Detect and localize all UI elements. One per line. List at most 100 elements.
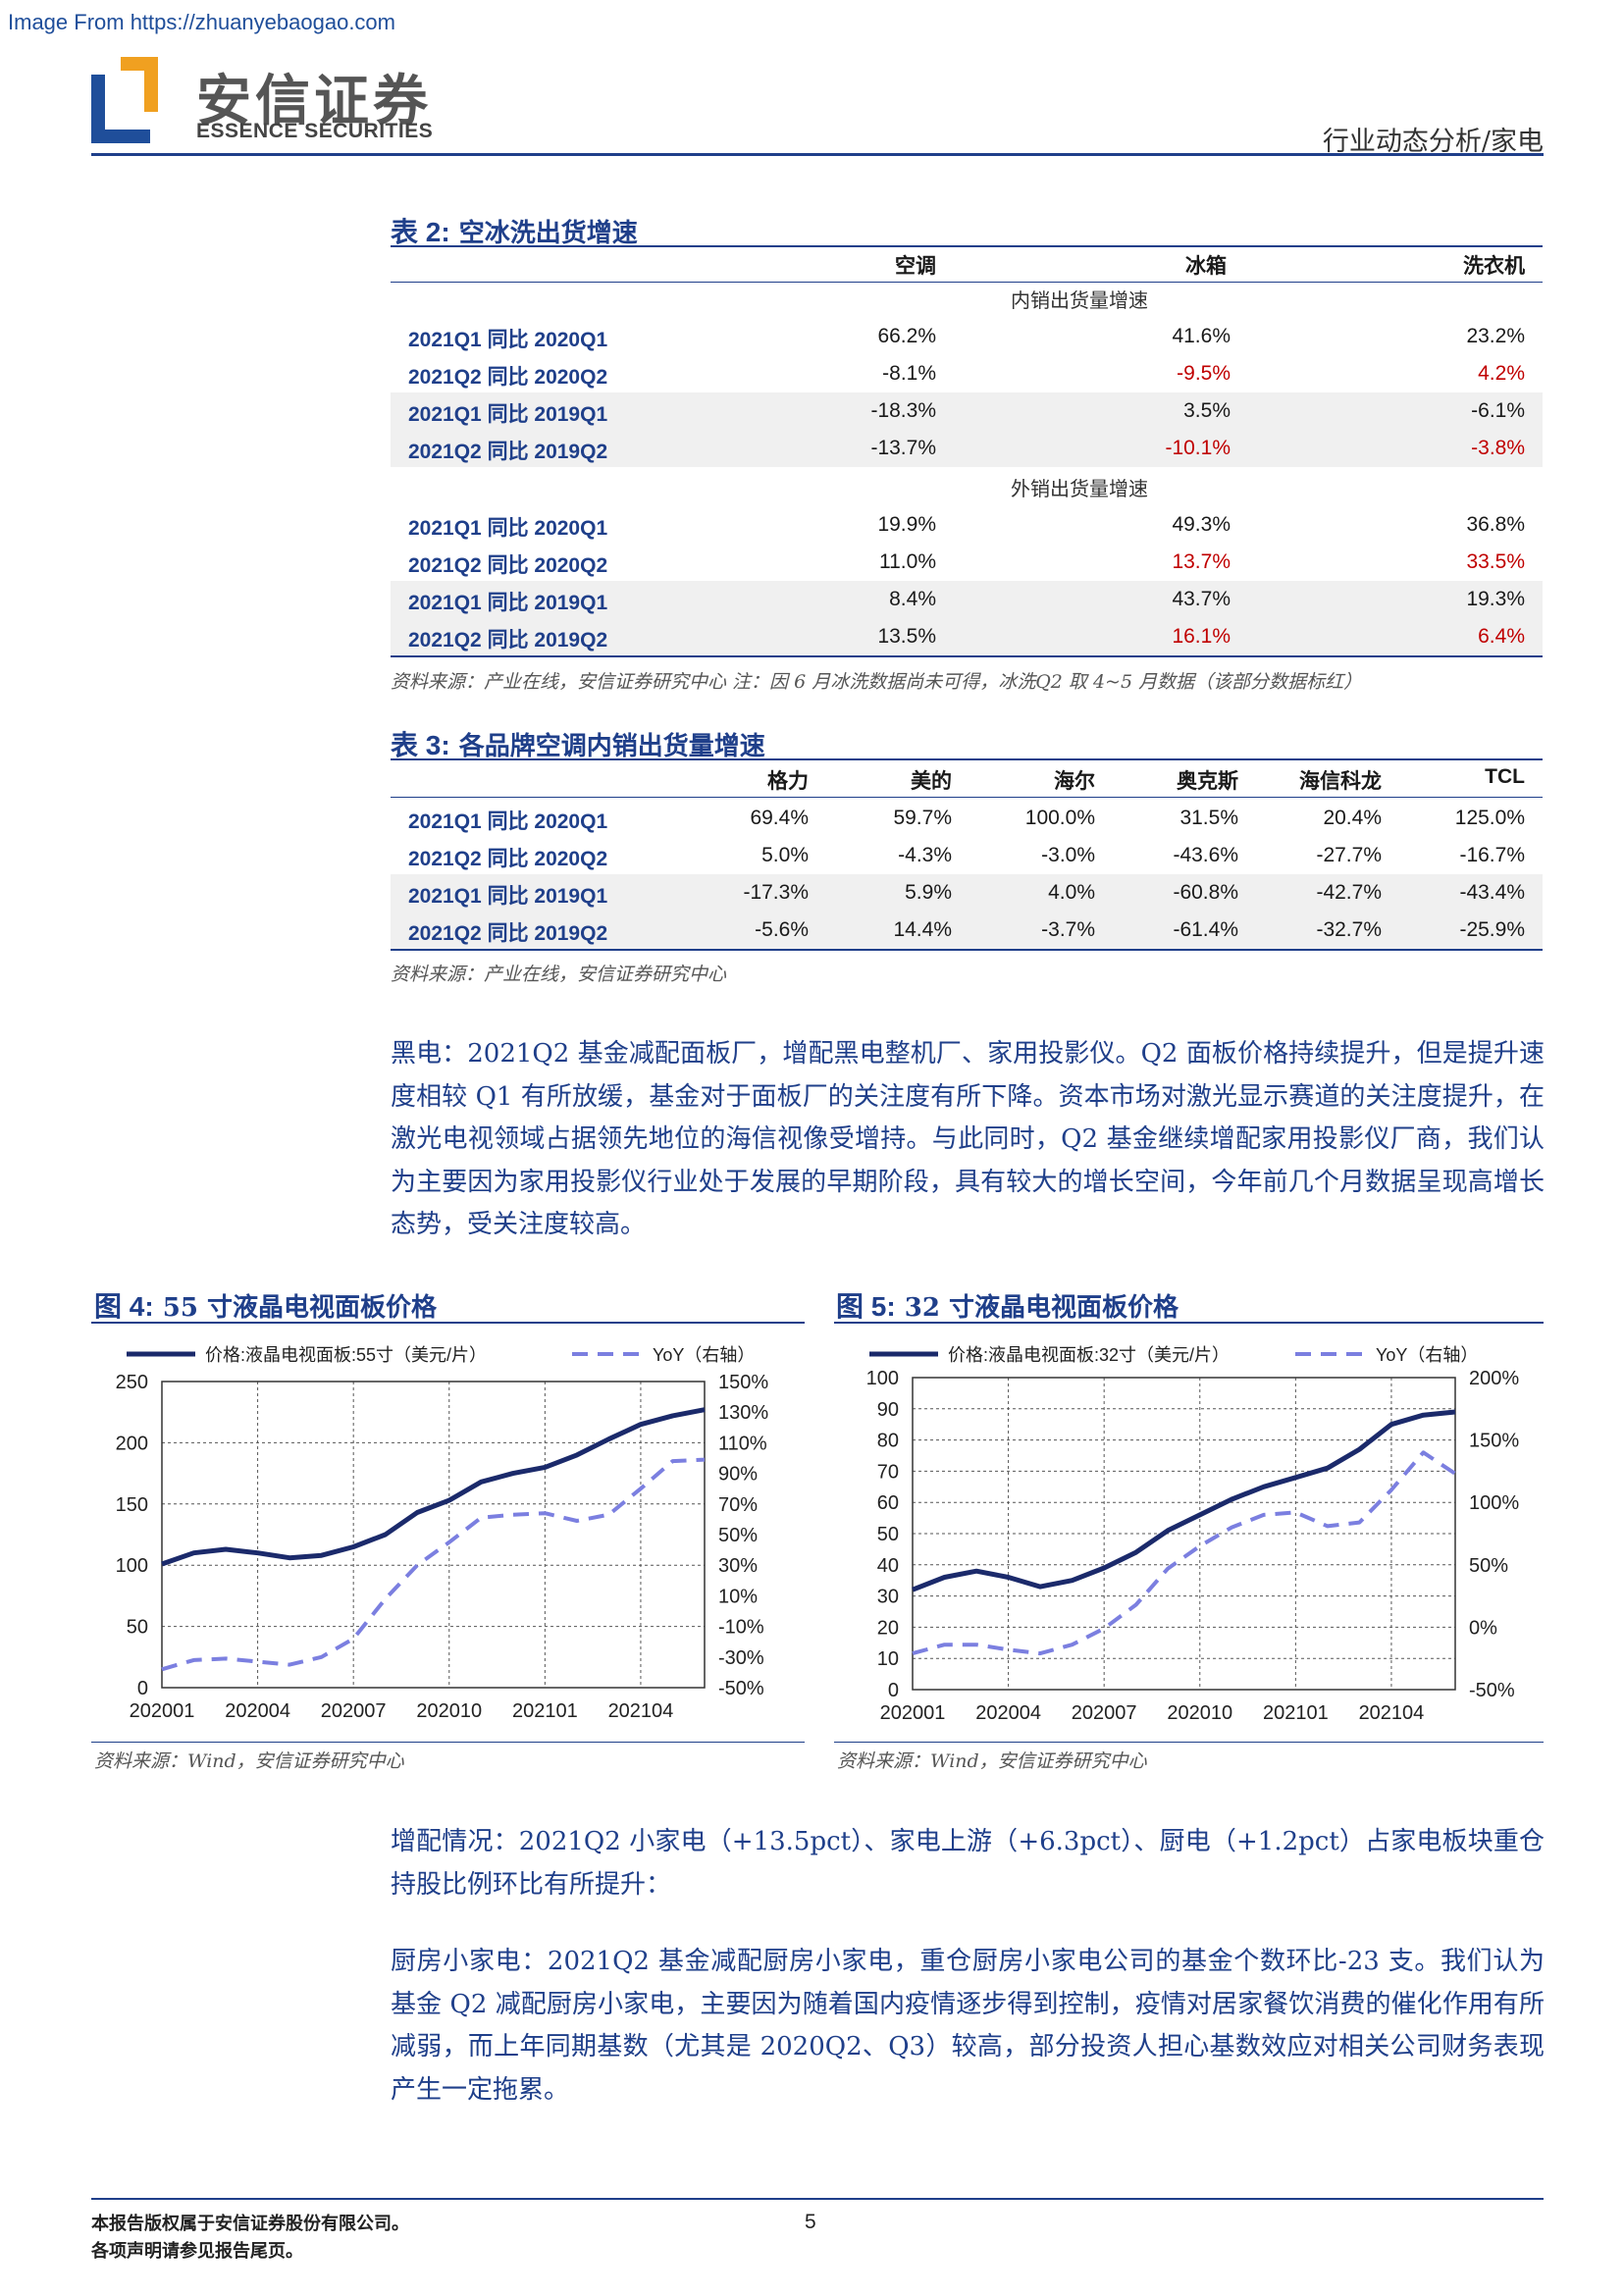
- legend-label-yoy: YoY（右轴）: [653, 1345, 755, 1365]
- y-tick-label: 50: [127, 1617, 148, 1639]
- cell-value: -4.3%: [898, 844, 952, 866]
- cell-value: 5.9%: [905, 881, 952, 904]
- y2-tick-label: 30%: [718, 1555, 758, 1577]
- table3-label: 表 3:: [391, 730, 450, 760]
- source-watermark: Image From https://zhuanyebaogao.com: [8, 10, 395, 34]
- y2-tick-label: 50%: [1469, 1555, 1508, 1577]
- cell-value: -3.0%: [1041, 844, 1095, 866]
- y-tick-label: 70: [877, 1461, 899, 1483]
- figure5-label: 图 5:: [836, 1291, 896, 1322]
- table-row: 2021Q1 同比 2020Q1 69.4% 59.7% 100.0% 31.5…: [391, 800, 1543, 837]
- table2-section-export: 外销出货量增速: [1011, 477, 1148, 500]
- table2-header-rule: [391, 282, 1543, 283]
- y-tick-label: 0: [888, 1680, 899, 1701]
- legend-label-price: 价格:液晶电视面板:55寸（美元/片）: [205, 1345, 487, 1365]
- row-label: 2021Q1 同比 2019Q1: [408, 592, 608, 614]
- cell-value: 36.8%: [1466, 513, 1525, 536]
- cell-value: 23.2%: [1466, 325, 1525, 347]
- y-tick-label: 50: [877, 1524, 899, 1545]
- figure4-title-text: 55 寸液晶电视面板价格: [162, 1293, 437, 1323]
- legend-label-price: 价格:液晶电视面板:32寸（美元/片）: [948, 1345, 1230, 1365]
- y2-tick-label: 200%: [1469, 1368, 1519, 1389]
- y-tick-label: 60: [877, 1492, 899, 1514]
- figure4-title: 图 4: 55 寸液晶电视面板价格: [94, 1285, 437, 1325]
- figure5-title-text: 32 寸液晶电视面板价格: [904, 1293, 1179, 1323]
- cell-value: 8.4%: [889, 588, 936, 610]
- table2-col-ac: 空调: [895, 253, 936, 278]
- chart-32inch-panel-price: 0 10 20 30 40 50 60 70 80 90 100 -50% 0% 50% 100% 150% 2…: [866, 1345, 1520, 1724]
- row-label: 2021Q2 同比 2019Q2: [408, 922, 608, 945]
- table3-title: 表 3: 各品牌空调内销出货量增速: [391, 724, 765, 763]
- table-row: 2021Q2 同比 2020Q2 5.0% -4.3% -3.0% -43.6%…: [391, 837, 1543, 874]
- table-row: 2021Q1 同比 2019Q1 -18.3% 3.5% -6.1%: [391, 392, 1543, 430]
- y2-tick-label: 130%: [718, 1402, 768, 1424]
- y-tick-label: 0: [137, 1678, 148, 1699]
- cell-value: 14.4%: [893, 918, 952, 941]
- cell-value-highlighted: 33.5%: [1466, 550, 1525, 573]
- table2-col-washer: 洗衣机: [1463, 253, 1525, 278]
- x-tick-label: 202004: [975, 1702, 1041, 1724]
- row-label: 2021Q2 同比 2020Q2: [408, 554, 608, 577]
- cell-value: 100.0%: [1024, 807, 1095, 829]
- cell-value: -13.7%: [870, 437, 936, 459]
- legend-label-yoy: YoY（右轴）: [1376, 1345, 1478, 1365]
- essence-logo-icon: [91, 57, 158, 143]
- logo-chinese: 安信证券: [196, 70, 432, 133]
- cell-value: 4.0%: [1048, 881, 1095, 904]
- figure4-source: 资料来源：Wind，安信证券研究中心: [94, 1750, 404, 1772]
- row-label: 2021Q2 同比 2019Q2: [408, 629, 608, 652]
- x-tick-label: 202001: [130, 1700, 195, 1722]
- footer-copyright: 本报告版权属于安信证券股份有限公司。: [91, 2214, 409, 2234]
- row-label: 2021Q1 同比 2019Q1: [408, 403, 608, 426]
- x-tick-label: 202104: [608, 1700, 674, 1722]
- table2-bottom-rule: [391, 655, 1543, 657]
- y2-tick-label: 100%: [1469, 1492, 1519, 1514]
- plot-frame: [912, 1377, 1456, 1691]
- row-label: 2021Q2 同比 2020Q2: [408, 366, 608, 389]
- cell-value: 69.4%: [750, 807, 809, 829]
- cell-value: -32.7%: [1316, 918, 1382, 941]
- y-tick-label: 90: [877, 1399, 899, 1421]
- price-series-line: [161, 1407, 706, 1567]
- cell-value-highlighted: 16.1%: [1172, 625, 1231, 648]
- x-tick-label: 202004: [225, 1700, 290, 1722]
- row-label: 2021Q2 同比 2019Q2: [408, 441, 608, 463]
- x-tick-label: 202010: [416, 1700, 482, 1722]
- y-tick-label: 80: [877, 1431, 899, 1452]
- row-label: 2021Q2 同比 2020Q2: [408, 848, 608, 870]
- y2-tick-label: -50%: [718, 1678, 764, 1699]
- cell-value: 13.5%: [877, 625, 936, 648]
- table-row: 2021Q2 同比 2019Q2 -5.6% 14.4% -3.7% -61.4…: [391, 912, 1543, 949]
- table-row: 2021Q1 同比 2019Q1 -17.3% 5.9% 4.0% -60.8%…: [391, 874, 1543, 912]
- table3-col-midea: 美的: [911, 768, 952, 793]
- cell-value: 59.7%: [893, 807, 952, 829]
- cell-value-highlighted: -10.1%: [1165, 437, 1231, 459]
- table3-col-haier: 海尔: [1054, 768, 1095, 793]
- figure5-top-rule: [834, 1322, 1544, 1324]
- y-tick-label: 10: [877, 1648, 899, 1670]
- y-tick-label: 200: [116, 1433, 148, 1454]
- y2-tick-label: 0%: [1469, 1617, 1497, 1639]
- figure5-bottom-rule: [834, 1742, 1544, 1743]
- cell-value: -5.6%: [755, 918, 809, 941]
- cell-value: 19.3%: [1466, 588, 1525, 610]
- cell-value: 20.4%: [1323, 807, 1382, 829]
- cell-value: 19.9%: [877, 513, 936, 536]
- cell-value: -3.7%: [1041, 918, 1095, 941]
- table3-col-gree: 格力: [767, 768, 809, 793]
- table-row: 2021Q2 同比 2020Q2 11.0% 13.7% 33.5%: [391, 544, 1543, 581]
- y-tick-label: 40: [877, 1555, 899, 1577]
- x-tick-label: 202007: [321, 1700, 387, 1722]
- cell-value: 66.2%: [877, 325, 936, 347]
- y2-tick-label: 150%: [1469, 1431, 1519, 1452]
- table-row: 2021Q2 同比 2019Q2 13.5% 16.1% 6.4%: [391, 618, 1543, 655]
- paragraph-kitchen-appliance: 厨房小家电：2021Q2 基金减配厨房小家电，重仓厨房小家电公司的基金个数环比-…: [391, 1947, 1545, 2105]
- cell-value-highlighted: 13.7%: [1172, 550, 1231, 573]
- table3-col-tcl: TCL: [1485, 765, 1525, 788]
- cell-value: -43.6%: [1173, 844, 1238, 866]
- table3-col-hisense: 海信科龙: [1299, 768, 1382, 793]
- table-row: 2021Q2 同比 2020Q2 -8.1% -9.5% 4.2%: [391, 355, 1543, 392]
- y-tick-label: 100: [866, 1368, 899, 1389]
- cell-value: -27.7%: [1316, 844, 1382, 866]
- cell-value-highlighted: -3.8%: [1471, 437, 1525, 459]
